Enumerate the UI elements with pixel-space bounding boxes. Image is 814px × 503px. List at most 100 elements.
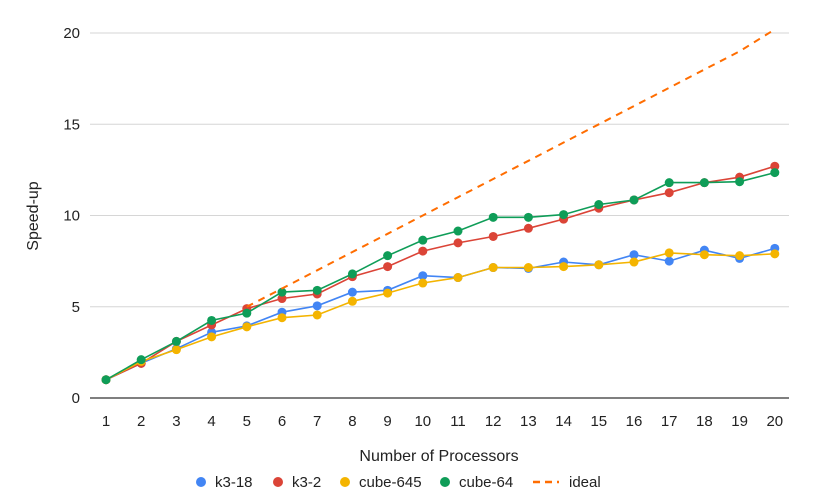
cube-645-point-13 — [523, 263, 533, 273]
cube-645-point-12 — [488, 263, 498, 273]
cube-645-point-17 — [664, 248, 674, 258]
cube-645-point-14 — [559, 262, 569, 272]
x-tick-7: 7 — [313, 413, 321, 430]
cube-64-point-20 — [770, 168, 780, 178]
legend-item-k3-18: k3-18 — [196, 474, 253, 491]
x-tick-4: 4 — [207, 413, 215, 430]
x-tick-17: 17 — [661, 413, 678, 430]
legend-label-cube-64: cube-64 — [459, 474, 513, 491]
x-tick-6: 6 — [278, 413, 286, 430]
y-tick-15: 15 — [63, 116, 80, 133]
cube-645-point-3 — [171, 345, 181, 355]
grid-lines — [90, 32, 789, 308]
k3-18-point-16 — [629, 250, 639, 260]
legend-item-cube-645: cube-645 — [340, 474, 422, 491]
cube-64-point-19 — [735, 177, 745, 187]
cube-64-point-7 — [312, 285, 322, 295]
cube-645-line — [105, 252, 775, 381]
k3-18-point-7 — [312, 301, 322, 311]
series-cube-645 — [101, 248, 780, 385]
y-tick-10: 10 — [63, 208, 80, 225]
cube-64-point-15 — [594, 200, 604, 210]
cube-64-point-3 — [171, 336, 181, 346]
x-tick-5: 5 — [243, 413, 251, 430]
legend-swatch-k3-18 — [196, 477, 206, 487]
x-tick-20: 20 — [766, 413, 783, 430]
cube-64-point-1 — [101, 375, 111, 385]
legend-label-cube-645: cube-645 — [359, 474, 422, 491]
cube-64-point-11 — [453, 226, 463, 236]
ideal-line — [246, 28, 776, 308]
cube-64-point-4 — [207, 315, 217, 325]
series-ideal — [246, 28, 776, 308]
cube-645-point-9 — [383, 288, 393, 298]
legend-item-k3-2: k3-2 — [273, 474, 321, 491]
cube-64-point-5 — [242, 308, 252, 318]
x-tick-19: 19 — [731, 413, 748, 430]
legend-item-ideal: ideal — [533, 474, 601, 491]
x-tick-1: 1 — [102, 413, 110, 430]
series-cube-64 — [101, 168, 780, 385]
cube-645-point-15 — [594, 260, 604, 270]
k3-2-point-17 — [664, 188, 674, 198]
k3-18-line — [105, 247, 776, 381]
x-tick-14: 14 — [555, 413, 572, 430]
cube-645-point-18 — [699, 250, 709, 260]
x-tick-9: 9 — [383, 413, 391, 430]
cube-645-point-5 — [242, 322, 252, 332]
legend-swatch-cube-645 — [340, 477, 350, 487]
x-tick-16: 16 — [626, 413, 643, 430]
cube-64-point-14 — [559, 210, 569, 220]
k3-2-point-11 — [453, 238, 463, 248]
cube-645-point-16 — [629, 257, 639, 267]
legend-item-cube-64: cube-64 — [440, 474, 513, 491]
cube-64-point-10 — [418, 235, 428, 245]
series-k3-18 — [101, 243, 780, 385]
k3-2-line — [105, 165, 776, 381]
x-tick-11: 11 — [450, 413, 466, 430]
cube-645-point-19 — [735, 251, 745, 261]
cube-645-point-4 — [207, 332, 217, 342]
y-tick-20: 20 — [63, 25, 80, 42]
x-tick-3: 3 — [172, 413, 180, 430]
cube-64-point-8 — [347, 269, 357, 279]
legend-swatch-cube-64 — [440, 477, 450, 487]
x-tick-12: 12 — [485, 413, 502, 430]
x-tick-13: 13 — [520, 413, 537, 430]
series-k3-2 — [101, 161, 780, 385]
x-tick-2: 2 — [137, 413, 145, 430]
k3-2-point-13 — [523, 223, 533, 233]
cube-64-point-6 — [277, 287, 287, 297]
cube-64-point-18 — [699, 178, 709, 188]
legend-label-k3-18: k3-18 — [215, 474, 253, 491]
k3-2-point-12 — [488, 231, 498, 241]
cube-64-point-13 — [523, 212, 533, 222]
cube-64-point-2 — [136, 355, 146, 365]
x-tick-10: 10 — [414, 413, 431, 430]
cube-645-point-10 — [418, 278, 428, 288]
k3-18-point-10 — [418, 271, 428, 281]
x-tick-15: 15 — [590, 413, 607, 430]
k3-18-point-8 — [347, 287, 357, 297]
y-tick-5: 5 — [72, 299, 80, 316]
legend-label-ideal: ideal — [569, 474, 601, 491]
x-tick-labels: 1 2 3 4 5 6 7 8 9 10 11 12 13 14 15 16 17 18 19 20 — [102, 413, 783, 430]
x-tick-18: 18 — [696, 413, 713, 430]
k3-18-point-17 — [664, 256, 674, 266]
legend: k3-18 k3-2 cube-645 cube-64 ideal — [196, 474, 601, 491]
cube-645-point-11 — [453, 273, 463, 283]
k3-2-point-9 — [383, 262, 393, 272]
cube-64-point-16 — [629, 195, 639, 205]
legend-swatch-k3-2 — [273, 477, 283, 487]
k3-2-point-10 — [418, 246, 428, 256]
x-tick-8: 8 — [348, 413, 356, 430]
cube-64-point-9 — [383, 251, 393, 261]
series — [101, 28, 780, 385]
y-axis-title: Speed-up — [25, 181, 42, 250]
cube-645-point-6 — [277, 313, 287, 323]
cube-645-point-20 — [770, 249, 780, 259]
y-tick-labels: 0 5 10 15 20 — [63, 25, 80, 407]
k3-2-point-20 — [770, 161, 780, 171]
cube-645-point-7 — [312, 310, 322, 320]
